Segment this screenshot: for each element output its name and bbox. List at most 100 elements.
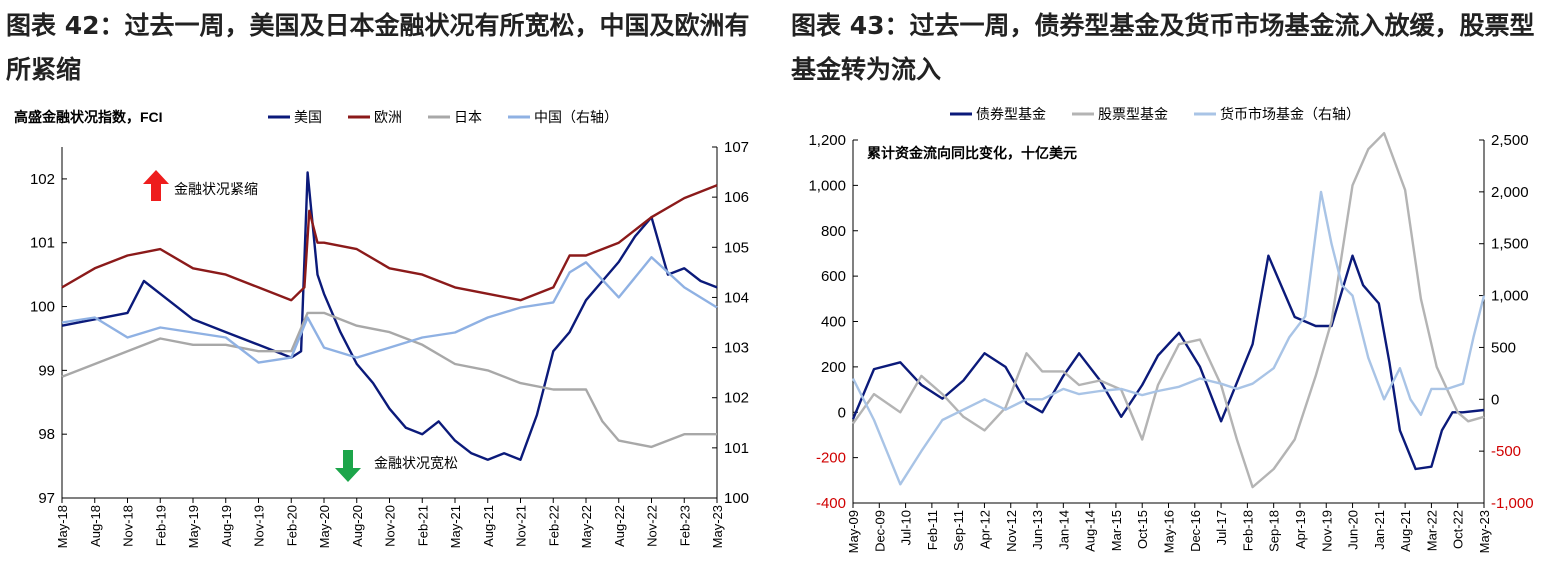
y-left-tick-label: 0 [838,404,846,421]
x-tick-label: Nov-20 [383,505,398,547]
y-right-tick-label: 101 [724,440,749,457]
x-tick-label: May-09 [846,510,861,553]
y-left-tick-label: 400 [821,314,846,331]
y-left-tick-label: 600 [821,268,846,285]
y-left-tick-label: -200 [816,450,846,467]
x-tick-label: Jul-17 [1214,510,1229,545]
y-right-tick-label: 100 [724,490,749,507]
x-tick-label: Feb-22 [546,505,561,546]
x-tick-label: Oct-22 [1451,510,1466,549]
y-left-tick-label: -400 [816,495,846,512]
x-tick-label: May-20 [317,505,332,548]
x-tick-label: Mar-15 [1109,510,1124,551]
x-tick-label: Nov-18 [121,505,136,547]
legend-label: 货币市场基金（右轴） [1220,106,1360,122]
x-tick-label: Aug-21 [1398,510,1413,552]
x-tick-label: May-23 [710,505,725,548]
x-tick-label: May-19 [186,505,201,548]
chart-subtitle: 累计资金流向同比变化，十亿美元 [867,145,1077,161]
x-tick-label: Mar-22 [1424,510,1439,551]
y-right-tick-label: 106 [724,189,749,206]
series-line-货币市场基金（右轴） [851,190,1486,486]
x-tick-label: Aug-14 [1083,510,1098,552]
legend-label: 股票型基金 [1098,106,1168,122]
x-tick-label: Dec-16 [1188,510,1203,552]
up-arrow-icon [143,170,169,201]
y-right-tick-label: 2,000 [1491,184,1529,201]
x-tick-label: Aug-21 [481,505,496,547]
x-tick-label: Sep-18 [1267,510,1282,552]
x-tick-label: May-22 [579,505,594,548]
x-tick-label: Nov-22 [645,505,660,547]
x-tick-label: Apr-12 [977,510,992,549]
y-left-tick-label: 1,200 [808,132,846,149]
legend-label: 中国（右轴） [534,109,618,125]
tighten-arrow [143,170,169,201]
y-left-tick-label: 1,000 [808,177,846,194]
x-tick-label: Nov-12 [1004,510,1019,552]
fund-flow-chart: -400 -200 0 200 400 600 800 1,000 1,200 -1,000 -50… [808,106,1534,553]
y-right-tick-label: 105 [724,239,749,256]
y-left-tick-label: 98 [38,426,55,443]
legend-label: 日本 [454,109,482,125]
legend-label: 欧洲 [374,109,402,125]
legend-label: 美国 [294,109,322,125]
x-tick-label: Jan-14 [1056,510,1071,550]
y-left-tick-label: 97 [38,490,55,507]
x-tick-label: Feb-19 [153,505,168,546]
x-tick-label: Jan-21 [1372,510,1387,550]
legend-label: 债券型基金 [976,106,1046,122]
y-right-tick-label: 500 [1491,339,1516,356]
series-line-美国 [61,171,718,461]
series-line-欧洲 [61,184,718,302]
x-tick-label: Nov-19 [252,505,267,547]
y-right-tick-label: 1,000 [1491,288,1529,305]
y-left-tick-label: 102 [30,171,55,188]
chart-subtitle: 高盛金融状况指数，FCI [14,109,163,125]
y-left-tick-label: 100 [30,299,55,316]
x-tick-label: Oct-15 [1135,510,1150,549]
x-tick-label: Aug-19 [219,505,234,547]
annotation-tighten: 金融状况紧缩 [174,181,258,197]
y-right-tick-label: -1,000 [1491,495,1534,512]
y-right-tick-label: 102 [724,390,749,407]
x-tick-label: Aug-20 [350,505,365,547]
x-tick-label: Feb-23 [677,505,692,546]
series-line-债券型基金 [851,254,1485,471]
fci-chart: 97 98 99 100 101 102 100 101 102 103 104 105 106 107 M… [14,109,749,548]
y-right-tick-label: 103 [724,340,749,357]
figure-title: 图表 42：过去一周，美国及日本金融状况有所宽松，中国及欧洲有所紧缩 [6,11,750,84]
y-right-tick-label: 104 [724,289,749,306]
series-line-股票型基金 [852,131,1485,489]
x-tick-label: Dec-09 [872,510,887,552]
series-line-日本 [61,311,717,449]
y-left-tick-label: 99 [38,362,55,379]
x-tick-label: Jun-20 [1346,510,1361,550]
x-tick-label: Sep-11 [951,510,966,551]
x-tick-label: Jul-10 [899,510,914,545]
figure-43: 图表 43：过去一周，债券型基金及货币市场基金流入放缓，股票型基金转为流入 -4… [785,0,1557,584]
x-tick-label: May-18 [55,505,70,548]
x-tick-label: Feb-11 [925,510,940,550]
x-tick-label: May-16 [1162,510,1177,553]
x-tick-label: May-23 [1477,510,1492,553]
down-arrow-icon [335,450,361,482]
x-tick-label: Aug-22 [612,505,627,547]
x-tick-label: Nov-21 [514,505,529,547]
figure-42: 图表 42：过去一周，美国及日本金融状况有所宽松，中国及欧洲有所紧缩 97 98 9… [0,0,778,584]
y-right-tick-label: 0 [1491,391,1499,408]
x-tick-label: Aug-18 [88,505,103,547]
x-tick-label: May-21 [448,505,463,548]
y-left-tick-label: 800 [821,223,846,240]
y-right-tick-label: 2,500 [1491,132,1529,149]
y-left-tick-label: 200 [821,359,846,376]
y-right-tick-label: -500 [1491,443,1521,460]
annotation-ease: 金融状况宽松 [374,455,458,471]
x-tick-label: Nov-19 [1319,510,1334,552]
x-tick-label: Feb-20 [284,505,299,546]
x-tick-label: Jun-13 [1030,510,1045,550]
x-tick-label: Feb-21 [415,505,430,546]
y-left-tick-label: 101 [30,235,55,252]
figure-title: 图表 43：过去一周，债券型基金及货币市场基金流入放缓，股票型基金转为流入 [791,11,1535,84]
y-right-tick-label: 1,500 [1491,236,1529,253]
